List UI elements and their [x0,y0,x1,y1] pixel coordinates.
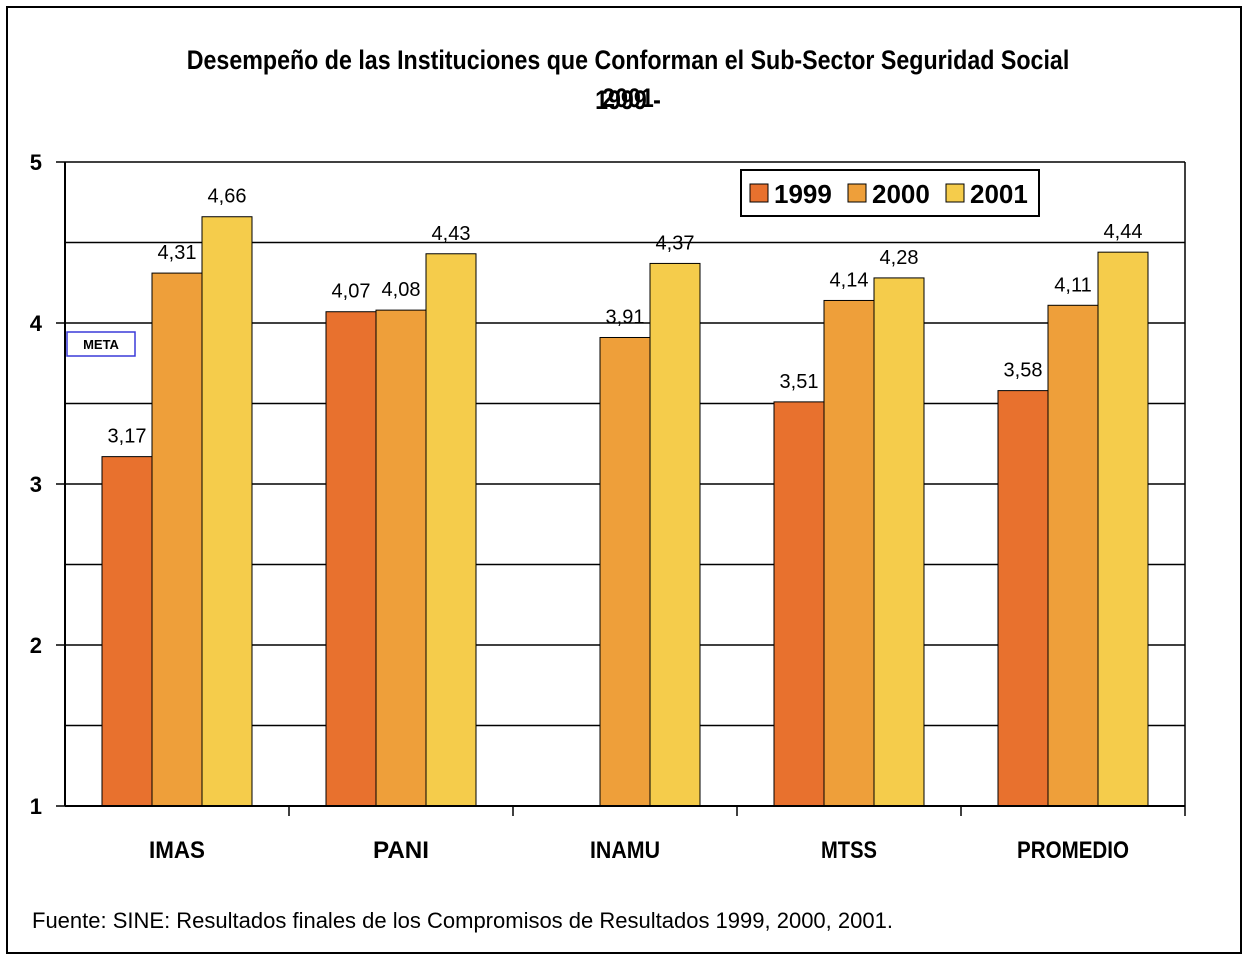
bar-mtss-2001 [873,277,925,807]
legend-box [740,169,1040,217]
bar-mtss-1999 [773,401,825,807]
data-label-pani-2000: 4,08 [382,279,421,301]
bar-promedio-1999 [997,390,1049,807]
data-label-mtss-1999: 3,51 [780,371,819,393]
legend-swatch-2000 [847,183,867,203]
data-label-mtss-2001: 4,28 [880,247,919,269]
bar-pani-2000 [375,309,427,807]
bar-inamu-2000 [599,336,651,807]
data-label-promedio-1999: 3,58 [1004,360,1043,382]
category-label-imas: IMAS [149,837,205,864]
meta-annotation-box [66,331,136,357]
bar-promedio-2000 [1047,304,1099,807]
y-tick-label-3: 3 [30,472,42,497]
data-label-imas-2001: 4,66 [208,186,247,208]
source-note: Fuente: SINE: Resultados finales de los … [32,908,893,933]
bar-pani-2001 [425,253,477,807]
category-label-promedio: PROMEDIO [1017,837,1129,864]
y-tick-label-4: 4 [30,311,43,336]
data-label-imas-1999: 3,17 [108,426,147,448]
legend-label-1999: 1999 [774,179,832,209]
data-label-promedio-2001: 4,44 [1104,221,1143,243]
category-label-mtss: MTSS [821,837,877,864]
bar-promedio-2001 [1097,251,1149,807]
legend-label-2000: 2000 [872,179,930,209]
bar-imas-2001 [201,216,253,807]
data-label-pani-2001: 4,43 [432,223,471,245]
data-label-pani-1999: 4,07 [332,281,371,303]
chart-title-line-1: Desempeño de las Instituciones que Confo… [186,45,1070,115]
bar-imas-2000 [151,272,203,807]
category-label-pani: PANI [373,837,429,864]
bar-imas-1999 [101,456,153,807]
data-label-imas-2000: 4,31 [158,242,197,264]
data-label-mtss-2000: 4,14 [830,269,869,291]
bar-mtss-2000 [823,299,875,807]
bar-inamu-2001 [649,262,701,807]
chart-title-line-2: 2001 [602,83,654,113]
data-label-inamu-2000: 3,91 [606,306,645,328]
data-label-promedio-2000: 4,11 [1054,274,1091,296]
legend-swatch-2001 [945,183,965,203]
meta-annotation-label: META [83,337,119,352]
bar-pani-1999 [325,311,377,807]
legend-label-2001: 2001 [970,179,1028,209]
y-tick-label-2: 2 [30,633,42,658]
legend-swatch-1999 [749,183,769,203]
y-tick-label-5: 5 [30,150,42,175]
category-label-inamu: INAMU [590,837,660,864]
data-label-inamu-2001: 4,37 [656,232,695,254]
y-tick-label-1: 1 [30,794,42,819]
